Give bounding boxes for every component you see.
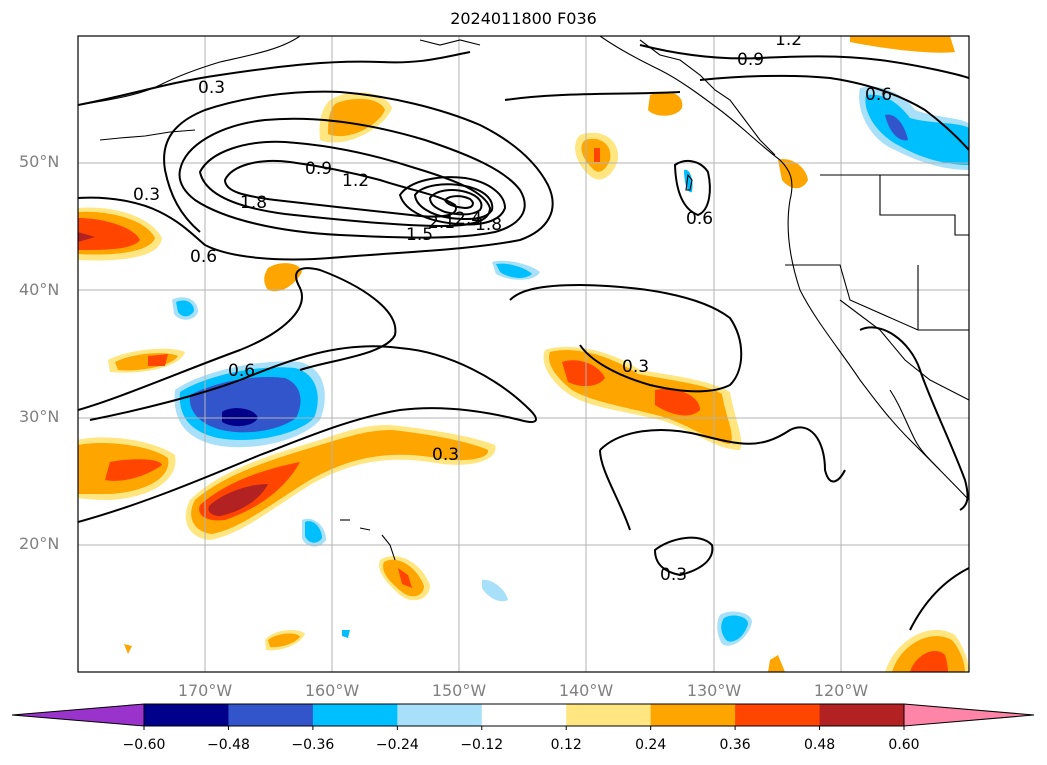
positive-anomaly (398, 568, 412, 588)
contour-label: 0.6 (686, 209, 713, 229)
colorbar-cell (819, 704, 905, 726)
negative-anomaly (189, 376, 301, 433)
colorbar-cell (228, 704, 314, 726)
fill-shapes (78, 36, 969, 672)
colorbar-cells (11, 703, 1035, 727)
contour-label: 0.3 (660, 565, 687, 585)
colorbar-tick-label: −0.12 (460, 737, 504, 753)
colorbar-tick-label: 0.36 (719, 737, 751, 753)
colorbar-cell (650, 704, 736, 726)
contour-label: 0.9 (305, 159, 332, 179)
positive-anomaly (105, 459, 162, 481)
lat-label-40n: 40°N (19, 280, 60, 299)
lat-label-30n: 30°N (19, 407, 60, 426)
lon-label-130w: 130°W (686, 681, 742, 700)
negative-anomaly (222, 408, 258, 427)
contour-label: 0.3 (198, 78, 225, 98)
positive-anomaly (124, 644, 132, 654)
positive-anomaly (562, 360, 605, 387)
lon-label-150w: 150°W (431, 681, 487, 700)
lon-label-120w: 120°W (813, 681, 869, 700)
positive-anomaly (594, 148, 600, 162)
colorbar-ticks (143, 726, 905, 730)
positive-anomaly (648, 91, 683, 116)
colorbar-cell (566, 704, 652, 726)
negative-anomaly (721, 615, 748, 642)
colorbar-cell (144, 704, 229, 726)
contour-label: 2.4 (455, 209, 482, 229)
positive-anomaly (850, 36, 955, 53)
lon-label-160w: 160°W (304, 681, 360, 700)
contour-label: 0.6 (228, 361, 255, 381)
negative-anomaly (496, 263, 532, 278)
colorbar-tick-label: 0.60 (888, 737, 920, 753)
positive-anomaly (655, 388, 700, 416)
positive-anomaly (148, 354, 168, 366)
colorbar-extend-low (11, 703, 145, 727)
colorbar-tick-label: 0.48 (803, 737, 836, 753)
contour-label: 0.3 (432, 445, 459, 465)
contours (78, 44, 969, 631)
gridlines (78, 36, 969, 672)
colorbar-tick-label: 0.24 (635, 737, 667, 753)
negative-anomaly (865, 94, 969, 165)
positive-anomaly (208, 484, 268, 516)
lat-label-20n: 20°N (19, 534, 60, 553)
positive-anomaly (768, 655, 785, 672)
positive-anomaly (264, 263, 302, 292)
colorbar-tick-label: −0.60 (122, 737, 166, 753)
contour-label: 0.6 (190, 247, 217, 267)
colorbar-tick-label: 0.12 (550, 737, 582, 753)
colorbar-cell (481, 704, 567, 726)
colorbar-cell (312, 704, 398, 726)
map-plot: 1.2 0.9 0.3 0.9 1.2 1.8 0.3 0.6 2.1 2.4 … (77, 30, 970, 673)
contour-label: 0.9 (737, 50, 764, 70)
positive-anomaly (328, 98, 385, 137)
lat-label-50n: 50°N (19, 152, 60, 171)
contour-labels: 1.2 0.9 0.3 0.9 1.2 1.8 0.3 0.6 2.1 2.4 … (133, 30, 892, 585)
negative-anomaly (482, 579, 508, 602)
negative-anomaly (305, 521, 322, 543)
lon-label-170w: 170°W (177, 681, 233, 700)
positive-anomaly (78, 232, 95, 242)
contour-label: 2.1 (428, 213, 455, 233)
colorbar-tick-label: −0.36 (291, 737, 335, 753)
negative-anomaly (342, 630, 350, 638)
colorbar-frame (143, 703, 905, 727)
map-title: 2024011800 F036 (450, 9, 597, 28)
positive-anomaly (191, 430, 489, 534)
contour-label: 0.3 (133, 185, 160, 205)
contour-label: 0.3 (622, 357, 649, 377)
positive-anomaly (268, 633, 300, 648)
map-frame (77, 35, 970, 673)
colorbar-tick-label: −0.48 (206, 737, 250, 753)
lon-label-140w: 140°W (558, 681, 614, 700)
contour-label: 1.8 (240, 193, 267, 213)
contour-label: 1.8 (475, 215, 502, 235)
contour-label: 1.2 (775, 30, 802, 50)
colorbar-extend-high (903, 703, 1035, 727)
positive-anomaly (78, 218, 140, 250)
contour-label: 1.5 (406, 225, 433, 245)
contour-label: 1.2 (342, 171, 369, 191)
negative-anomaly (176, 300, 194, 317)
negative-anomaly (885, 114, 908, 141)
coastlines (78, 36, 969, 561)
contour-label: 0.6 (865, 85, 892, 105)
colorbar-cell (735, 704, 821, 726)
colorbar-cell (397, 704, 483, 726)
positive-anomaly (910, 651, 948, 672)
colorbar-tick-label: −0.24 (375, 737, 419, 753)
